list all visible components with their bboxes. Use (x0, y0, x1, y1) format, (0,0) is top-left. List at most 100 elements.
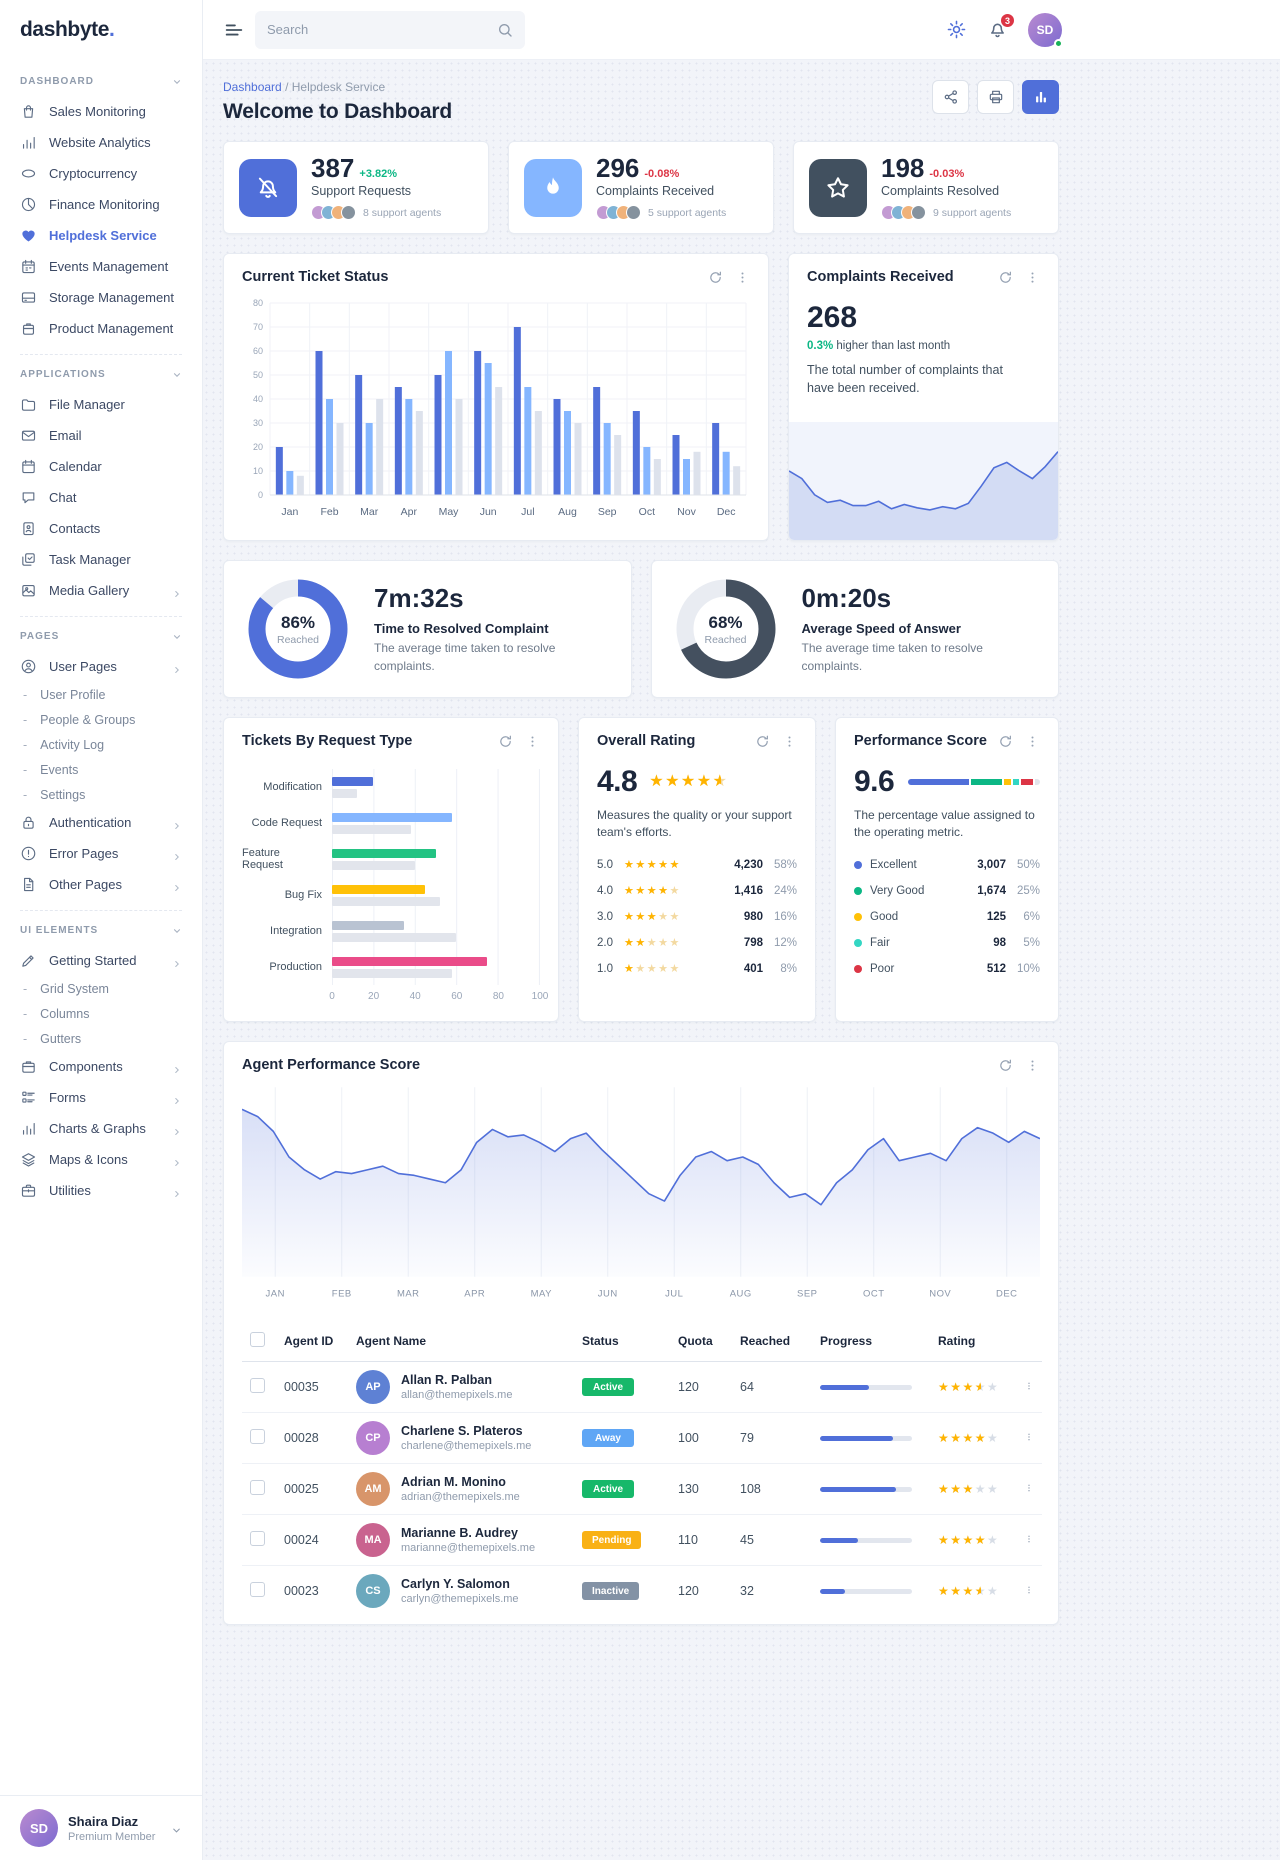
sidebar-item-utilities[interactable]: Utilities (20, 1175, 182, 1206)
search-icon[interactable] (497, 22, 513, 38)
sidebar-user[interactable]: SD Shaira Diaz Premium Member (0, 1795, 202, 1860)
refresh-icon[interactable] (755, 734, 770, 749)
sidebar-item-storage-management[interactable]: Storage Management (20, 282, 182, 313)
kebab-menu-icon[interactable] (1025, 734, 1040, 749)
row-checkbox[interactable] (250, 1429, 265, 1444)
notifications-bell-icon[interactable]: 3 (987, 13, 1015, 40)
chart-report-button[interactable] (1022, 80, 1059, 114)
sidebar-item-contacts[interactable]: Contacts (20, 513, 182, 544)
sidebar-subitem-user-profile[interactable]: - User Profile (20, 682, 182, 707)
chevron-right-icon (172, 586, 182, 597)
agent-quota: 120 (670, 1361, 732, 1413)
column-header-quota[interactable]: Quota (670, 1321, 732, 1362)
sidebar-item-email[interactable]: Email (20, 420, 182, 451)
folder-icon (20, 396, 37, 413)
breadcrumb-dashboard-link[interactable]: Dashboard (223, 80, 282, 94)
sidebar-item-calendar[interactable]: Calendar (20, 451, 182, 482)
column-header-agent-id[interactable]: Agent ID (276, 1321, 348, 1362)
sidebar-item-chat[interactable]: Chat (20, 482, 182, 513)
section-heading-pages[interactable]: PAGES (20, 631, 182, 642)
row-checkbox[interactable] (250, 1582, 265, 1597)
status-badge: Active (582, 1480, 634, 1498)
section-heading-ui-elements[interactable]: UI ELEMENTS (20, 925, 182, 936)
column-header-reached[interactable]: Reached (732, 1321, 812, 1362)
sidebar-subitem-people-groups[interactable]: - People & Groups (20, 707, 182, 732)
row-menu-kebab-icon[interactable] (1024, 1431, 1034, 1445)
sidebar-subitem-activity-log[interactable]: - Activity Log (20, 732, 182, 757)
complaints-delta: 0.3% higher than last month (807, 340, 951, 352)
sidebar-item-website-analytics[interactable]: Website Analytics (20, 127, 182, 158)
sidebar-subitem-settings[interactable]: - Settings (20, 782, 182, 807)
kebab-menu-icon[interactable] (525, 734, 540, 749)
row-menu-kebab-icon[interactable] (1024, 1584, 1034, 1598)
row-menu-kebab-icon[interactable] (1024, 1482, 1034, 1496)
column-header-progress[interactable]: Progress (812, 1321, 930, 1362)
sidebar-item-media-gallery[interactable]: Media Gallery (20, 575, 182, 606)
header-avatar[interactable]: SD (1028, 12, 1063, 48)
sidebar-item-other-pages[interactable]: Other Pages (20, 869, 182, 900)
sidebar-item-maps-icons[interactable]: Maps & Icons (20, 1144, 182, 1175)
rating-level: 5.0 (597, 858, 613, 871)
select-all-checkbox[interactable] (250, 1332, 265, 1347)
sidebar-item-sales-monitoring[interactable]: Sales Monitoring (20, 96, 182, 127)
share-button[interactable] (932, 80, 969, 114)
refresh-icon[interactable] (998, 1058, 1013, 1073)
agents-count-label: 8 support agents (363, 206, 442, 219)
sidebar-subitem-grid-system[interactable]: - Grid System (20, 976, 182, 1001)
sidebar-item-finance-monitoring[interactable]: Finance Monitoring (20, 189, 182, 220)
sidebar-item-file-manager[interactable]: File Manager (20, 389, 182, 420)
section-heading-applications[interactable]: APPLICATIONS (20, 369, 182, 380)
row-checkbox[interactable] (250, 1531, 265, 1546)
hbar-row-integration (332, 913, 539, 949)
row-menu-kebab-icon[interactable] (1024, 1380, 1034, 1394)
refresh-icon[interactable] (998, 270, 1013, 285)
chevron-down-icon (172, 77, 182, 87)
svg-text:Aug: Aug (558, 506, 577, 518)
sidebar-item-task-manager[interactable]: Task Manager (20, 544, 182, 575)
row-checkbox[interactable] (250, 1378, 265, 1393)
print-button[interactable] (977, 80, 1014, 114)
sidebar-item-error-pages[interactable]: Error Pages (20, 838, 182, 869)
kebab-menu-icon[interactable] (782, 734, 797, 749)
star-rating: ★★★★★★★★★★ (624, 962, 681, 975)
sidebar-item-product-management[interactable]: Product Management (20, 313, 182, 344)
chat-icon (20, 489, 37, 506)
kebab-menu-icon[interactable] (735, 270, 750, 285)
column-header-rating[interactable]: Rating (930, 1321, 1016, 1362)
column-header-agent-name[interactable]: Agent Name (348, 1321, 574, 1362)
sidebar-subitem-label: Activity Log (40, 737, 105, 752)
row-checkbox[interactable] (250, 1480, 265, 1495)
sidebar-item-events-management[interactable]: Events Management (20, 251, 182, 282)
refresh-icon[interactable] (998, 734, 1013, 749)
sidebar-item-cryptocurrency[interactable]: Cryptocurrency (20, 158, 182, 189)
sidebar-item-user-pages[interactable]: User Pages (20, 651, 182, 682)
refresh-icon[interactable] (498, 734, 513, 749)
menu-toggle-icon[interactable] (223, 19, 245, 41)
sidebar-item-label: Error Pages (49, 846, 119, 861)
sidebar-item-authentication[interactable]: Authentication (20, 807, 182, 838)
sidebar-subitem-gutters[interactable]: - Gutters (20, 1026, 182, 1051)
sidebar-subitem-columns[interactable]: - Columns (20, 1001, 182, 1026)
chevron-right-icon (172, 880, 182, 891)
performance-level: Very Good (870, 884, 925, 897)
settings-gear-icon[interactable] (946, 19, 967, 40)
chevron-down-icon[interactable] (171, 1823, 182, 1834)
column-header-status[interactable]: Status (574, 1321, 670, 1362)
search-input[interactable] (267, 22, 497, 37)
kebab-menu-icon[interactable] (1025, 1058, 1040, 1073)
app-logo[interactable]: dashbyte. (0, 0, 202, 60)
sidebar-subitem-events[interactable]: - Events (20, 757, 182, 782)
storage-icon (20, 289, 37, 306)
rating-count: 798 (743, 936, 763, 949)
row-menu-kebab-icon[interactable] (1024, 1533, 1034, 1547)
sidebar-item-components[interactable]: Components (20, 1051, 182, 1082)
section-heading-dashboard[interactable]: DASHBOARD (20, 76, 182, 87)
kebab-menu-icon[interactable] (1025, 270, 1040, 285)
refresh-icon[interactable] (708, 270, 723, 285)
sidebar-item-charts-graphs[interactable]: Charts & Graphs (20, 1113, 182, 1144)
sidebar-item-helpdesk-service[interactable]: Helpdesk Service (20, 220, 182, 251)
sidebar-item-forms[interactable]: Forms (20, 1082, 182, 1113)
svg-text:SEP: SEP (797, 1289, 817, 1300)
x-tick-label: 80 (492, 991, 504, 1002)
sidebar-item-getting-started[interactable]: Getting Started (20, 945, 182, 976)
